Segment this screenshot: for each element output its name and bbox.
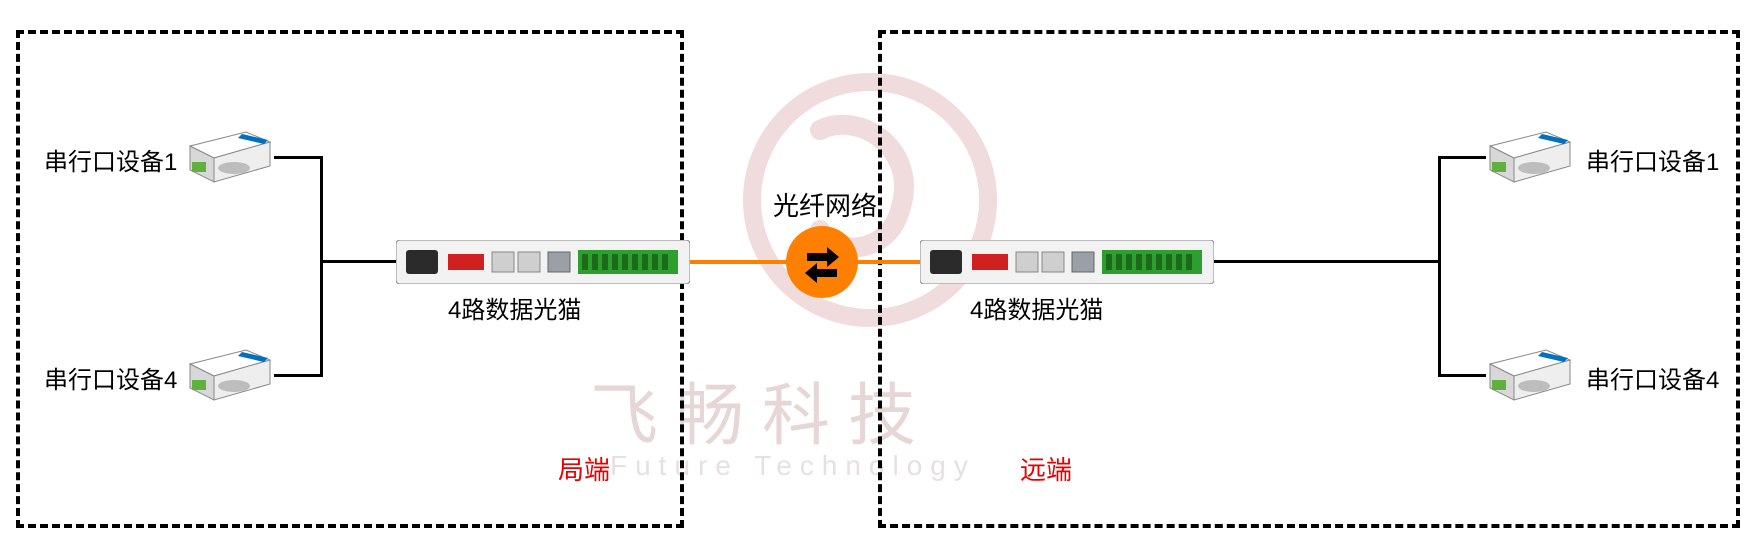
fiber-network-label: 光纤网络 bbox=[770, 186, 880, 223]
wire bbox=[1438, 156, 1486, 159]
optical-modem-right bbox=[920, 240, 1214, 284]
serial-device-left-1-label: 串行口设备1 bbox=[44, 142, 177, 177]
wire bbox=[320, 260, 396, 263]
wire bbox=[274, 156, 322, 159]
serial-device-left-4-label: 串行口设备4 bbox=[44, 360, 177, 395]
serial-device-right-4-label: 串行口设备4 bbox=[1586, 360, 1719, 395]
optical-modem-left-label: 4路数据光猫 bbox=[448, 290, 581, 325]
remote-end-label: 远端 bbox=[1020, 450, 1072, 487]
wire bbox=[1438, 374, 1486, 377]
wire bbox=[1438, 156, 1441, 377]
local-end-label: 局端 bbox=[558, 450, 610, 487]
serial-device-left-4 bbox=[186, 346, 274, 404]
serial-device-left-1 bbox=[186, 128, 274, 186]
wire bbox=[274, 374, 322, 377]
wire bbox=[320, 156, 323, 377]
serial-device-right-4 bbox=[1486, 346, 1574, 404]
serial-device-right-1-label: 串行口设备1 bbox=[1586, 142, 1719, 177]
wire bbox=[1214, 260, 1440, 263]
fiber-network-node bbox=[786, 226, 858, 298]
optical-modem-left bbox=[396, 240, 690, 284]
optical-modem-right-label: 4路数据光猫 bbox=[970, 290, 1103, 325]
serial-device-right-1 bbox=[1486, 128, 1574, 186]
